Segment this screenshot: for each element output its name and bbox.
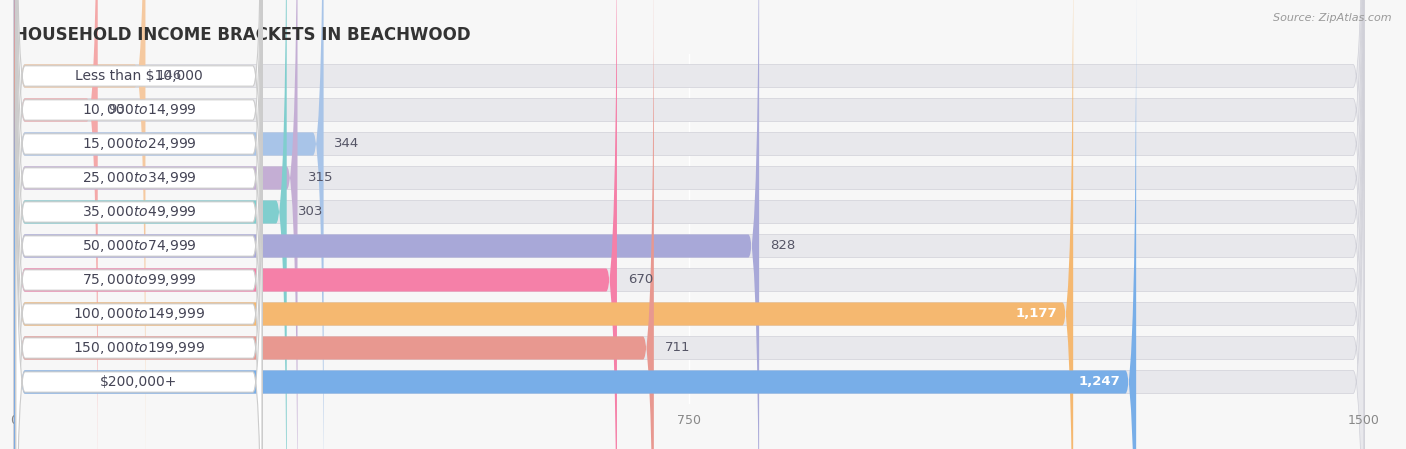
FancyBboxPatch shape	[14, 0, 1364, 449]
Text: 711: 711	[665, 342, 690, 355]
FancyBboxPatch shape	[15, 0, 262, 406]
Text: $200,000+: $200,000+	[100, 375, 177, 389]
FancyBboxPatch shape	[14, 0, 1364, 449]
Text: 1,247: 1,247	[1078, 375, 1121, 388]
FancyBboxPatch shape	[15, 52, 262, 449]
Text: 146: 146	[156, 70, 181, 83]
Text: $35,000 to $49,999: $35,000 to $49,999	[82, 204, 197, 220]
FancyBboxPatch shape	[15, 0, 262, 449]
Text: $100,000 to $149,999: $100,000 to $149,999	[73, 306, 205, 322]
Text: 1,177: 1,177	[1015, 308, 1057, 321]
Text: 93: 93	[108, 103, 125, 116]
FancyBboxPatch shape	[14, 0, 1364, 449]
FancyBboxPatch shape	[14, 0, 1073, 449]
Text: $75,000 to $99,999: $75,000 to $99,999	[82, 272, 197, 288]
FancyBboxPatch shape	[14, 0, 759, 449]
Text: $25,000 to $34,999: $25,000 to $34,999	[82, 170, 197, 186]
FancyBboxPatch shape	[14, 0, 98, 449]
FancyBboxPatch shape	[15, 0, 262, 440]
FancyBboxPatch shape	[14, 0, 1364, 449]
FancyBboxPatch shape	[14, 0, 1364, 449]
Text: 670: 670	[627, 273, 652, 286]
FancyBboxPatch shape	[14, 0, 298, 449]
Text: 315: 315	[308, 172, 333, 185]
FancyBboxPatch shape	[15, 18, 262, 449]
FancyBboxPatch shape	[14, 0, 145, 449]
FancyBboxPatch shape	[14, 0, 1364, 449]
FancyBboxPatch shape	[15, 0, 262, 449]
Text: HOUSEHOLD INCOME BRACKETS IN BEACHWOOD: HOUSEHOLD INCOME BRACKETS IN BEACHWOOD	[14, 26, 471, 44]
FancyBboxPatch shape	[15, 0, 262, 449]
Text: Less than $10,000: Less than $10,000	[75, 69, 202, 83]
FancyBboxPatch shape	[15, 0, 262, 449]
FancyBboxPatch shape	[14, 0, 617, 449]
FancyBboxPatch shape	[15, 0, 262, 449]
FancyBboxPatch shape	[14, 0, 1364, 449]
FancyBboxPatch shape	[14, 0, 287, 449]
FancyBboxPatch shape	[14, 0, 654, 449]
Text: $150,000 to $199,999: $150,000 to $199,999	[73, 340, 205, 356]
Text: Source: ZipAtlas.com: Source: ZipAtlas.com	[1274, 13, 1392, 23]
Text: $50,000 to $74,999: $50,000 to $74,999	[82, 238, 197, 254]
FancyBboxPatch shape	[14, 0, 323, 449]
FancyBboxPatch shape	[15, 0, 262, 449]
Text: 828: 828	[770, 239, 796, 252]
Text: $15,000 to $24,999: $15,000 to $24,999	[82, 136, 197, 152]
Text: $10,000 to $14,999: $10,000 to $14,999	[82, 102, 197, 118]
FancyBboxPatch shape	[14, 0, 1364, 449]
Text: 344: 344	[335, 137, 360, 150]
FancyBboxPatch shape	[14, 0, 1364, 449]
Text: 303: 303	[298, 206, 323, 219]
FancyBboxPatch shape	[14, 0, 1364, 449]
FancyBboxPatch shape	[14, 0, 1136, 449]
